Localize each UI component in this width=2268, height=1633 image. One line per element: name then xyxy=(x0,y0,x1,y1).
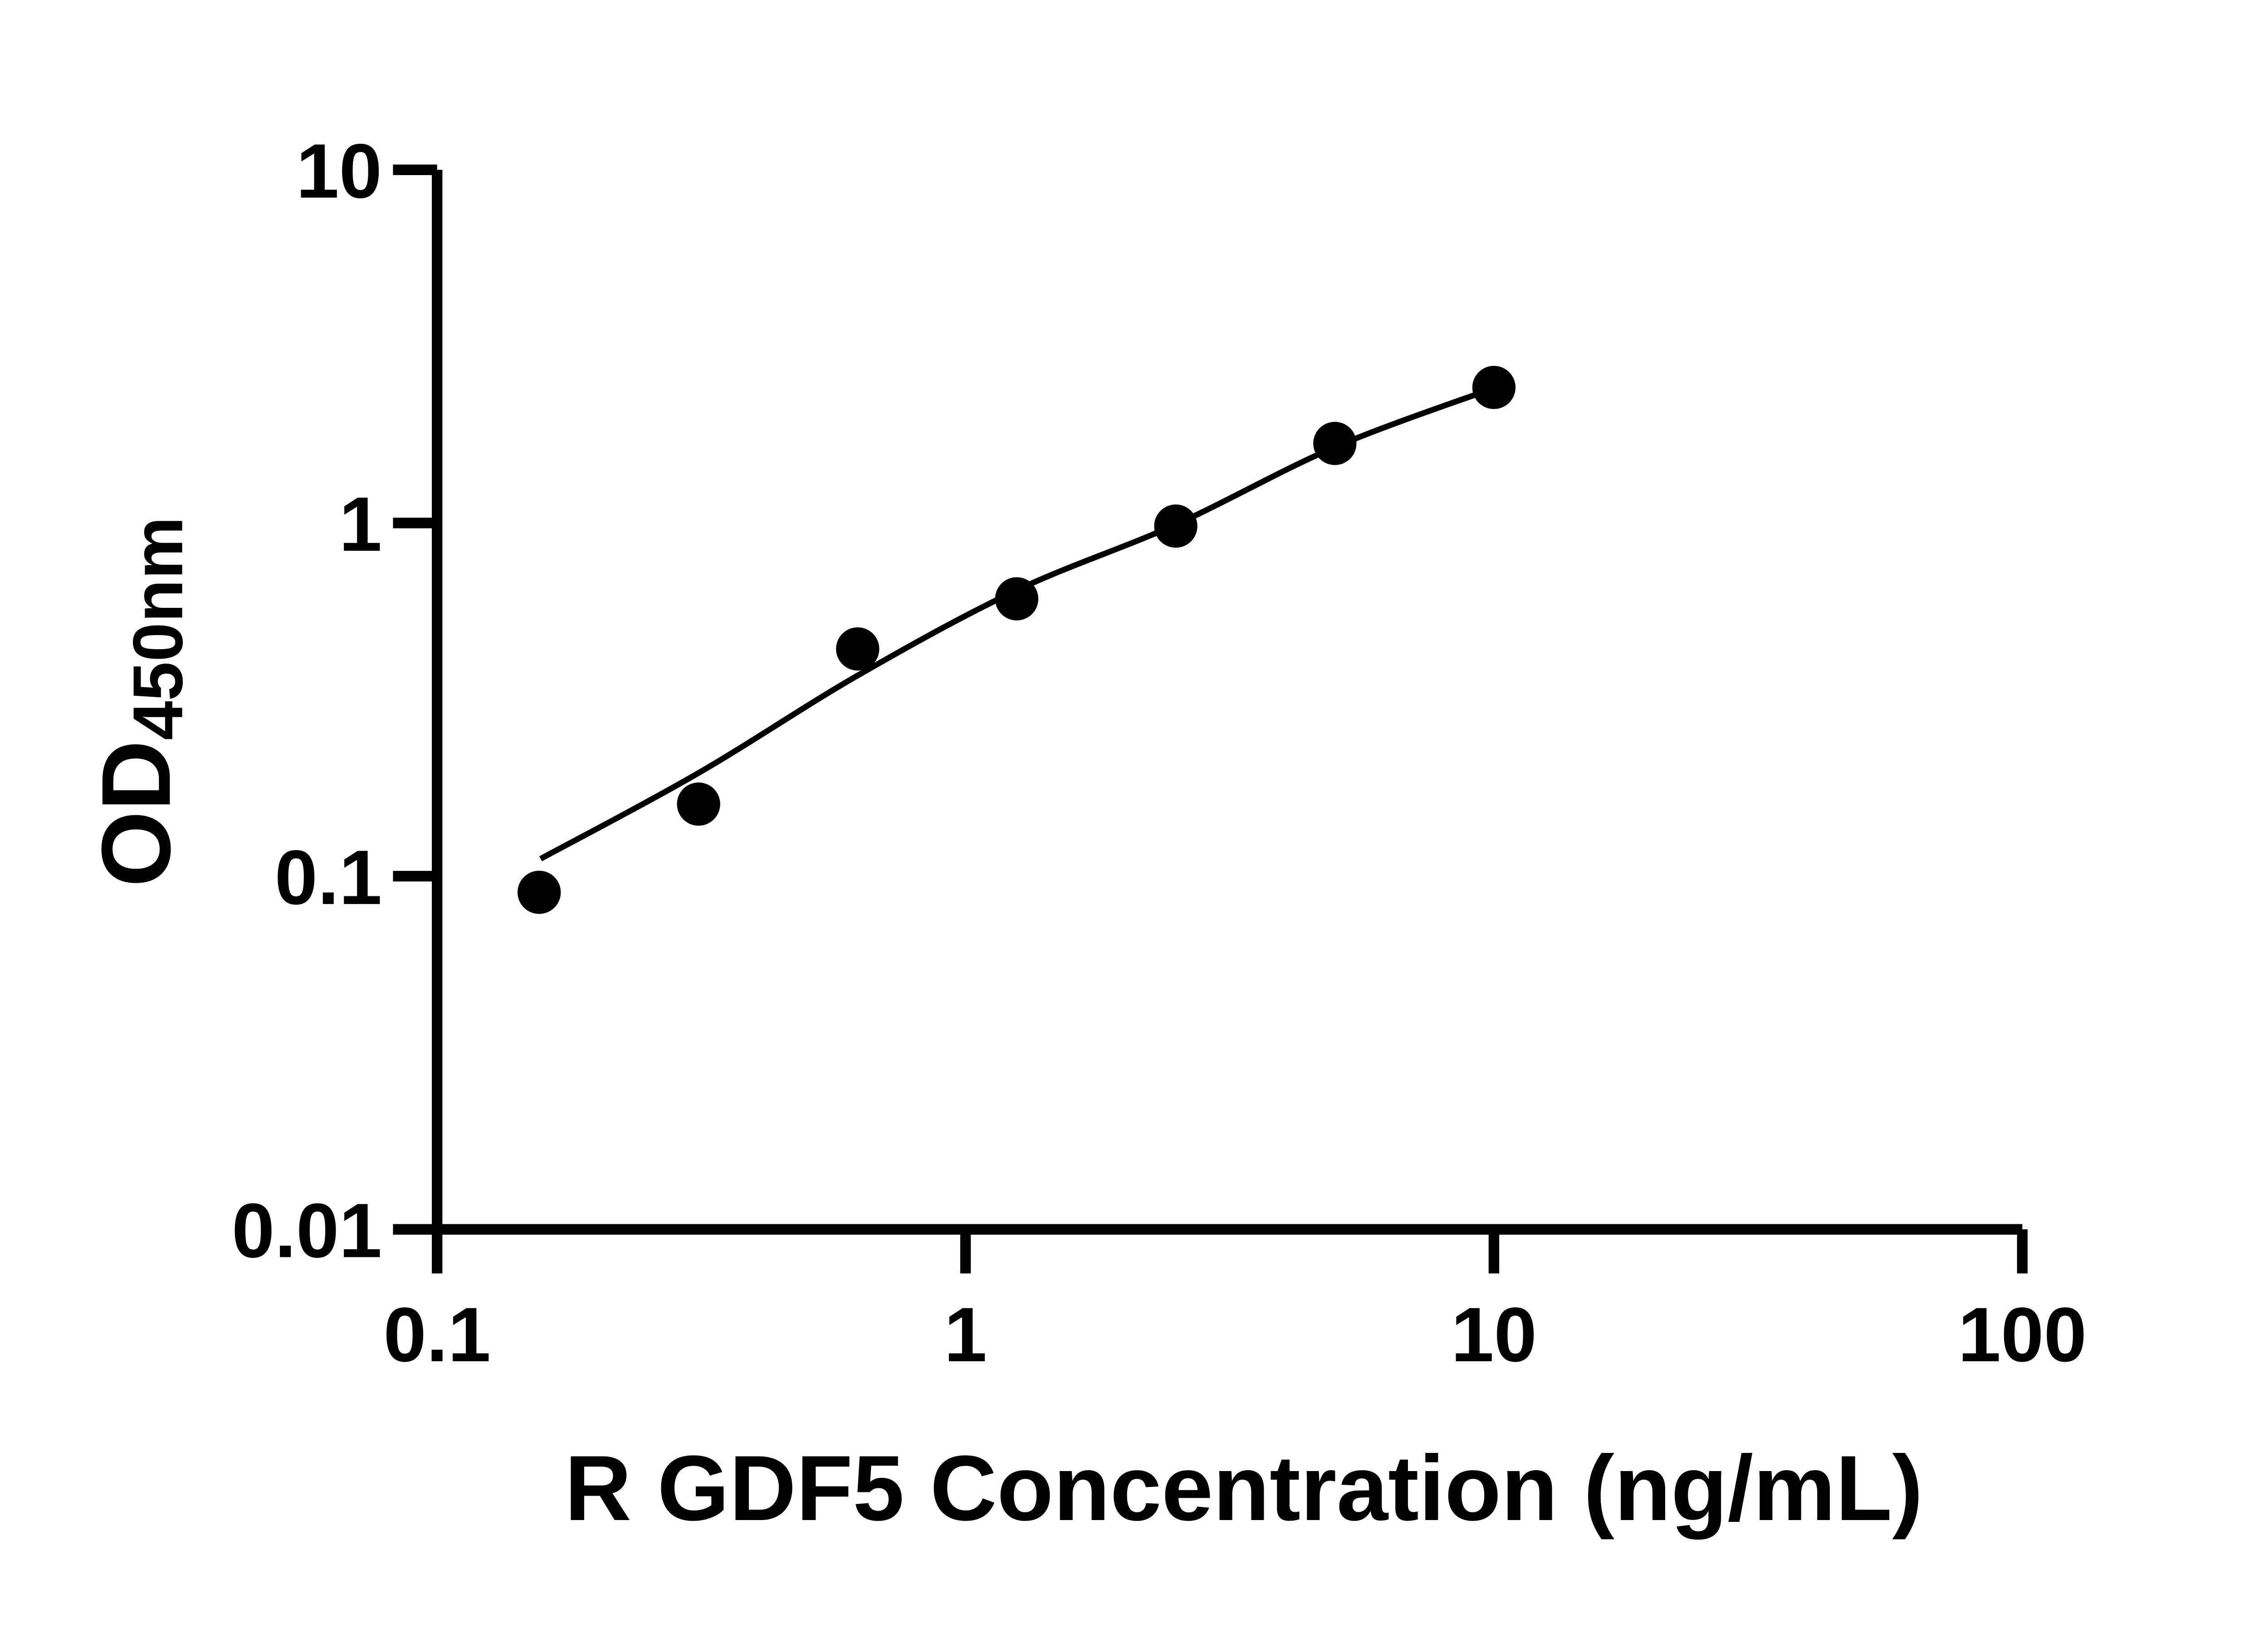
fit-curve xyxy=(539,385,1495,861)
y-axis-title: OD450nm xyxy=(81,517,197,887)
data-point xyxy=(836,627,880,671)
x-tick-label: 1 xyxy=(944,1292,987,1378)
axes-layer xyxy=(431,170,2023,1235)
y-axis-title-subscript: 450nm xyxy=(118,517,197,740)
data-point xyxy=(1154,504,1198,548)
fit-curve-layer xyxy=(539,385,1495,861)
data-point xyxy=(677,782,720,826)
y-tick-label: 0.01 xyxy=(232,1188,382,1274)
x-tick-label: 0.1 xyxy=(383,1292,491,1378)
x-axis-title: R GDF5 Concentration (ng/mL) xyxy=(565,1437,1923,1540)
data-point xyxy=(1313,421,1357,465)
y-tick-label: 1 xyxy=(339,481,382,567)
y-tick-label: 10 xyxy=(296,128,382,215)
data-point xyxy=(1472,366,1516,409)
tick-layer xyxy=(393,164,2028,1274)
data-point xyxy=(995,577,1039,621)
data-point xyxy=(517,870,561,914)
x-tick-label: 10 xyxy=(1451,1292,1537,1378)
data-point-layer xyxy=(517,366,1516,914)
y-axis-title-base: OD xyxy=(81,740,191,887)
x-tick-label: 100 xyxy=(1958,1292,2087,1378)
y-tick-label: 0.1 xyxy=(275,835,382,921)
